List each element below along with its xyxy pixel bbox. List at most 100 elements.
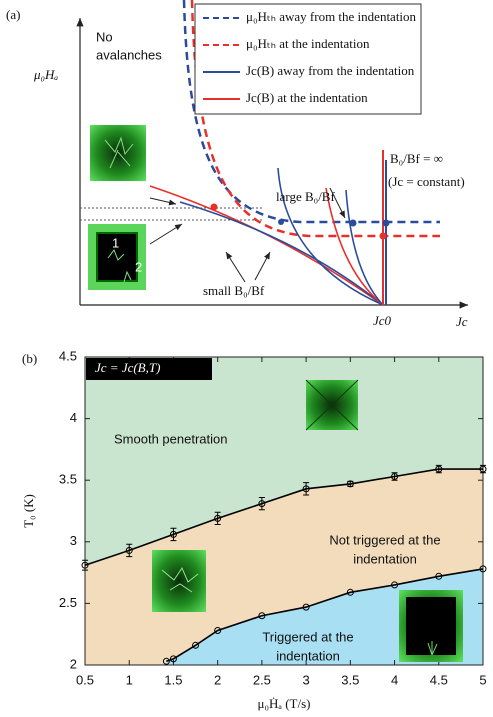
point	[278, 219, 284, 225]
marker	[302, 485, 310, 493]
inset-label: 1	[112, 235, 119, 250]
note: avalanches	[96, 47, 162, 62]
marker	[81, 561, 89, 569]
x-tick-label: 2	[214, 672, 221, 687]
inset-image	[427, 641, 438, 656]
marker	[346, 588, 354, 596]
region-label: Triggered at the	[262, 629, 353, 644]
marker	[346, 480, 354, 488]
region-label: indentation	[353, 551, 417, 566]
x-tick-label: 2.5	[253, 672, 271, 687]
y-tick-label: 4.5	[59, 348, 77, 363]
x-tick-label: 3.5	[341, 672, 359, 687]
region-label: Smooth penetration	[114, 431, 227, 446]
marker	[391, 581, 399, 589]
marker	[214, 514, 222, 522]
legend-label: Jc(B) at the indentation	[246, 90, 368, 105]
error-bar	[480, 464, 486, 474]
inset-image	[104, 136, 134, 169]
region-label: Not triggered at the	[329, 532, 440, 547]
region	[85, 357, 483, 566]
y-tick-label: 2.5	[59, 595, 77, 610]
y-axis-label: μ₀Hₐ	[33, 67, 58, 82]
annotation: B₀/Bf = ∞	[390, 151, 443, 166]
x-axis-label: μ₀Ḣₐ (T/s)	[258, 696, 311, 711]
error-bar	[170, 527, 177, 542]
legend-label: Jc(B) away from the indentation	[246, 63, 415, 78]
series-line	[166, 568, 484, 663]
arrow	[329, 187, 346, 219]
x-axis-label: Jc	[456, 314, 468, 329]
marker	[214, 627, 222, 635]
region-label: indentation	[276, 648, 340, 663]
origin-label: Jc0	[373, 313, 392, 328]
y-axis-label: T₀ (K)	[21, 494, 36, 528]
inset-label: 2	[135, 259, 142, 274]
curve	[190, 0, 440, 238]
curve	[179, 201, 384, 306]
y-tick-label: 3.5	[59, 472, 77, 487]
inset-image	[107, 248, 132, 283]
marker	[302, 603, 310, 611]
panel-b: 0.5 1 1.5 2 2.5 3 3.5 4 4.5 5 2 2.5 3 3.5 4 4.5 μ₀Ḣₐ (T/…	[21, 348, 487, 711]
legend-label: μ₀Hₜₕ away from the indentation	[246, 9, 417, 24]
panel-label: (a)	[6, 7, 20, 22]
marker	[479, 565, 487, 573]
marker	[162, 657, 170, 665]
marker	[391, 473, 399, 481]
series-line	[84, 468, 483, 566]
point	[210, 203, 218, 211]
y-tick-label: 4	[70, 410, 77, 425]
curve	[277, 167, 384, 306]
x-tick-label: 1.5	[164, 672, 182, 687]
x-tick-label: 3	[302, 672, 309, 687]
curve	[182, 0, 440, 224]
point	[379, 232, 387, 240]
curve	[345, 189, 384, 306]
curve	[325, 187, 384, 306]
panel-label: (b)	[22, 351, 37, 366]
inset-image	[305, 379, 359, 431]
marker	[435, 572, 443, 580]
point	[382, 219, 390, 227]
marker	[258, 500, 266, 508]
annotation: small B₀/Bf	[203, 283, 265, 298]
x-tick-label: 1	[126, 672, 133, 687]
error-bar	[435, 464, 442, 474]
plot-frame	[84, 356, 484, 666]
legend: μ₀Hₜₕ away from the indentation μ₀Hₜₕ at …	[203, 9, 417, 105]
inset-text: Jc = Jc(B,T)	[95, 360, 160, 375]
note: No	[96, 29, 113, 44]
legend-box	[194, 3, 422, 115]
inset-image	[406, 597, 456, 655]
marker	[435, 465, 443, 473]
point	[349, 219, 357, 227]
y-tick-label: 3	[70, 533, 77, 548]
error-bar	[258, 496, 265, 511]
error-bar	[126, 543, 133, 558]
error-bar	[391, 472, 398, 481]
inset-image	[90, 125, 146, 181]
x-tick-label: 4	[391, 672, 398, 687]
marker	[169, 530, 177, 538]
marker	[479, 465, 487, 473]
x-tick-label: 4.5	[430, 672, 448, 687]
marker	[258, 612, 266, 620]
annotation: large B₀/Bf	[276, 189, 335, 204]
y-tick-label: 2	[70, 656, 77, 671]
legend-label: μ₀Hₜₕ at the indentation	[246, 36, 370, 51]
arrow	[149, 223, 183, 245]
marker	[192, 641, 200, 649]
inset-image	[152, 550, 206, 612]
inset-image	[161, 566, 199, 593]
marker	[125, 546, 133, 554]
x-tick-label: 5	[479, 672, 486, 687]
x-tick-label: 0.5	[76, 672, 94, 687]
annotation: (Jc = constant)	[388, 174, 465, 189]
arrow	[149, 197, 177, 206]
error-bar	[303, 482, 310, 496]
error-bar	[214, 511, 221, 526]
marker	[169, 655, 177, 663]
arrow	[254, 251, 271, 281]
